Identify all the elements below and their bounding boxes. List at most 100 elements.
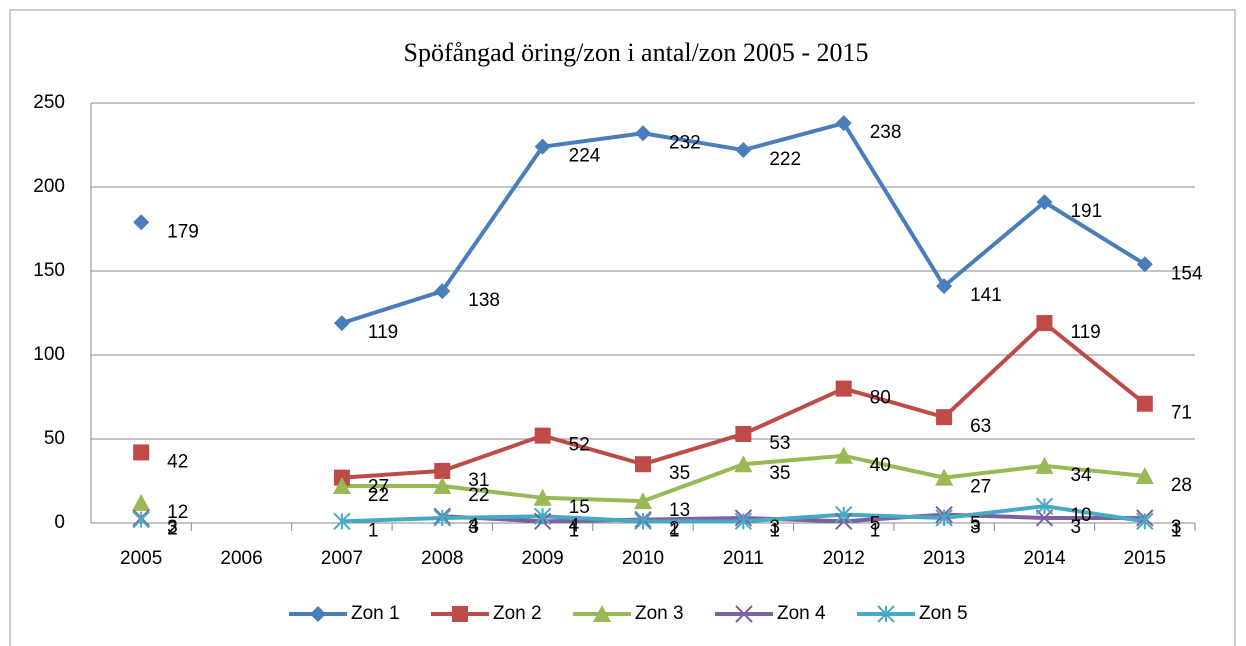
marker [1035,456,1054,474]
data-label: 119 [1070,322,1100,343]
marker [834,446,853,464]
marker [433,509,451,527]
data-label: 141 [970,285,1002,306]
data-label: 42 [167,451,188,472]
marker [635,125,651,142]
marker [533,488,552,506]
marker [1136,256,1153,273]
marker [132,493,151,511]
data-label: 3 [970,517,981,538]
legend-item: Zon 3 [573,603,684,624]
data-label: 52 [569,435,590,456]
marker [1136,512,1154,531]
y-tick-label: 150 [33,260,65,281]
marker [936,409,953,426]
marker [935,509,953,527]
marker [634,512,652,531]
data-label: 1 [669,520,680,541]
marker [333,512,351,531]
data-label: 4 [569,515,580,536]
marker [835,380,852,397]
x-tick-label: 2010 [622,548,664,569]
x-tick-label: 2007 [321,548,363,569]
x-tick-label: 2012 [823,548,865,569]
marker [133,214,150,231]
data-label: 154 [1171,263,1203,284]
marker [434,462,451,479]
data-label: 80 [870,388,891,409]
data-label: 1 [870,520,881,541]
marker [533,507,552,525]
data-label: 15 [569,497,590,518]
data-label: 27 [970,477,991,498]
data-label: 2 [669,519,680,540]
y-tick-label: 250 [33,92,65,113]
marker [1036,315,1053,332]
marker [634,492,652,510]
data-label: 222 [769,149,801,170]
marker [635,456,651,473]
marker [1135,466,1154,484]
data-label: 12 [167,502,188,523]
data-label: 22 [368,485,389,506]
data-label: 27 [368,477,389,498]
data-label: 3 [1070,517,1081,538]
data-label: 179 [167,221,199,242]
chart-frame [9,9,1236,646]
data-label: 63 [970,416,991,437]
data-label: 224 [569,146,601,167]
data-label: 1 [1171,520,1182,541]
data-label: 5 [870,514,881,535]
data-label: 28 [1171,475,1192,496]
legend-item: Zon 5 [857,603,968,624]
data-label: 232 [669,132,701,153]
legend-label: Zon 2 [493,603,542,624]
chart-title: Spöfångad öring/zon i antal/zon 2005 - 2… [403,38,868,67]
series-line [341,321,1147,480]
marker [1036,194,1053,211]
marker [735,605,753,623]
data-label: 1 [769,520,780,541]
marker [593,605,611,622]
legend-label: Zon 4 [777,603,826,624]
marker [534,138,551,155]
data-label: 3 [167,517,178,538]
data-label: 138 [468,290,500,311]
data-label: 3 [769,517,780,538]
marker [452,606,468,622]
legend-label: Zon 1 [351,603,400,624]
x-tick-label: 2015 [1124,548,1166,569]
legend-item: Zon 4 [715,603,826,624]
marker [1136,395,1153,412]
data-label: 191 [1070,201,1102,222]
data-label: 1 [569,520,580,541]
x-tick-label: 2006 [220,548,262,569]
data-label: 35 [769,463,790,484]
data-label: 31 [468,470,489,491]
data-label: 5 [970,514,981,535]
marker [1035,497,1054,515]
marker [434,283,451,300]
data-label: 238 [870,122,902,143]
x-tick-label: 2008 [421,548,463,569]
marker [735,142,752,159]
marker [735,425,752,442]
y-tick-label: 0 [54,512,65,533]
data-label: 13 [669,500,690,521]
data-label: 119 [368,322,398,343]
data-label: 10 [1070,505,1091,526]
marker [310,606,326,622]
marker [333,315,350,332]
data-label: 3 [1171,517,1182,538]
marker [935,468,954,486]
marker [534,427,551,444]
marker [133,444,150,461]
data-label: 35 [669,463,690,484]
marker [734,512,753,531]
marker [936,278,953,295]
x-tick-label: 2014 [1023,548,1066,569]
data-label: 22 [468,485,489,506]
data-label: 4 [468,515,479,536]
